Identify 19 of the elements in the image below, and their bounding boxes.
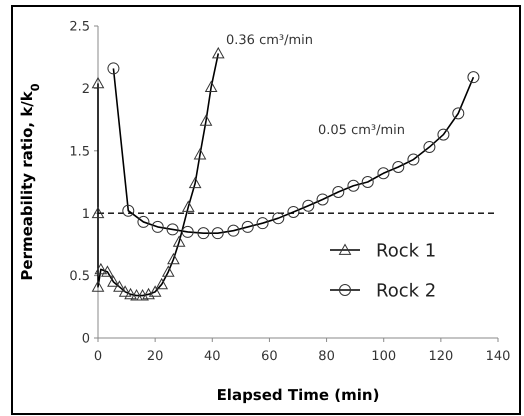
x-tick-label: 100 [371,349,396,364]
x-tick-label: 60 [261,349,278,364]
x-tick-label: 20 [146,349,164,364]
x-tick-label: 120 [428,349,454,364]
x-tick-label: 140 [486,349,510,364]
y-tick-label: 2.5 [69,20,90,35]
y-tick-label: 2 [82,82,90,97]
x-axis-title: Elapsed Time (min) [216,386,380,404]
y-tick-label: 1 [82,206,90,222]
x-tick-label: 40 [204,349,221,364]
legend-label: Rock 1 [376,240,436,262]
x-tick-label: 80 [318,349,335,364]
y-tick-label: 1.5 [69,144,90,160]
y-tick-label: 0 [82,332,90,347]
x-tick-label: 0 [94,349,102,364]
annotation: 0.36 cm³/min [226,33,313,48]
legend-label: Rock 2 [376,280,436,302]
y-tick-label: 0.5 [69,269,90,284]
annotation: 0.05 cm³/min [318,123,405,138]
